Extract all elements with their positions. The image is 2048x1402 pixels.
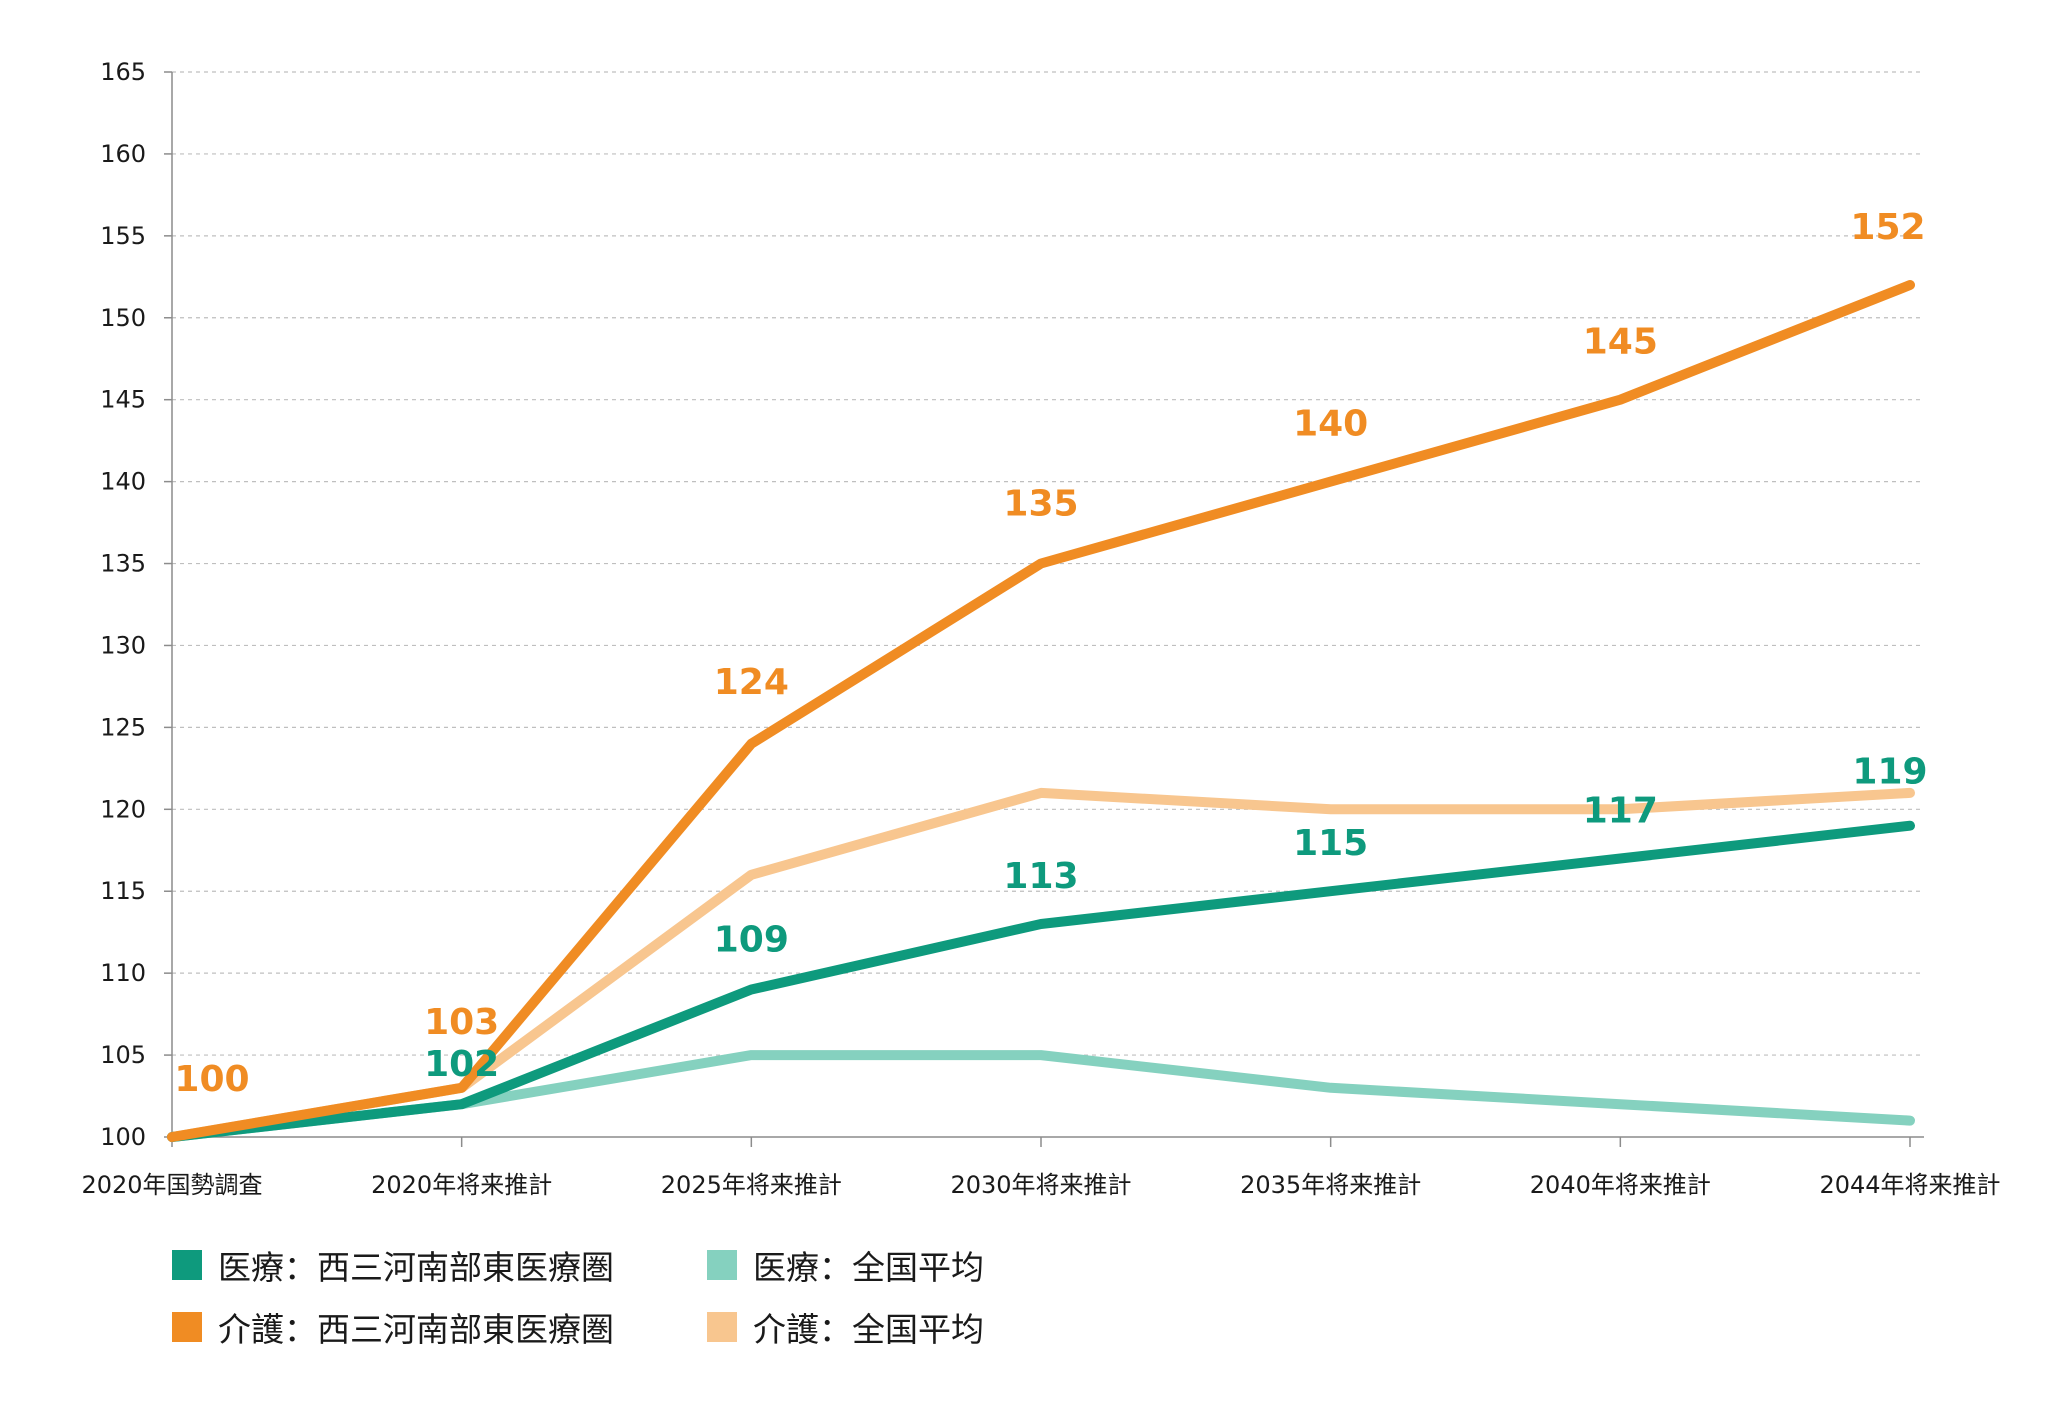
x-tick-label: 2044年将来推計	[1819, 1171, 2000, 1199]
y-tick-label: 120	[100, 795, 146, 823]
data-label: 124	[714, 662, 789, 703]
data-label: 109	[714, 920, 789, 961]
data-label: 145	[1583, 322, 1658, 363]
data-label: 152	[1850, 207, 1925, 248]
legend: 医療：西三河南部東医療圏 医療：全国平均介護：西三河南部東医療圏 介護：全国平均	[172, 1245, 1007, 1349]
y-tick-labels: 100 105 110 115 120 125 130 135 140 145 150 155 160 1…	[100, 58, 146, 1151]
data-label: 100	[174, 1059, 249, 1100]
y-tick-label: 100	[100, 1123, 146, 1151]
x-tick-labels: 2020年国勢調査 2020年将来推計 2025年将来推計 2030年将来推計 2035…	[81, 1171, 2000, 1199]
y-tick-label: 135	[100, 550, 146, 578]
x-tick-label: 2035年将来推計	[1240, 1171, 1421, 1199]
x-tick-label: 2040年将来推計	[1530, 1171, 1711, 1199]
x-tick-label: 2020年将来推計	[371, 1171, 552, 1199]
legend-swatch	[707, 1312, 737, 1342]
data-label: 113	[1003, 856, 1078, 897]
y-tick-label: 140	[100, 468, 146, 496]
legend-item: 医療：全国平均	[707, 1245, 1007, 1287]
legend-item: 介護：全国平均	[707, 1307, 1007, 1349]
legend-label: 介護：全国平均	[753, 1310, 984, 1349]
y-tick-label: 105	[100, 1041, 146, 1069]
series-line-0	[167, 820, 1915, 1142]
data-label: 103	[424, 1002, 499, 1043]
legend-swatch	[172, 1312, 202, 1342]
y-tick-label: 155	[100, 222, 146, 250]
x-tick-label: 2020年国勢調査	[81, 1171, 262, 1199]
y-tick-label: 125	[100, 713, 146, 741]
data-label: 117	[1583, 790, 1658, 831]
legend-label: 医療：全国平均	[753, 1248, 984, 1287]
data-label: 135	[1003, 484, 1078, 525]
y-tick-label: 160	[100, 140, 146, 168]
series-line-3	[167, 787, 1915, 1142]
y-tick-label: 145	[100, 386, 146, 414]
y-tick-label: 110	[100, 959, 146, 987]
y-tick-label: 115	[100, 877, 146, 905]
data-label: 102	[424, 1044, 499, 1085]
series-line-2	[167, 280, 1915, 1142]
data-labels: 102 109 113 115 117 119 100 103 124 135 140 145 152	[174, 207, 1927, 1100]
axes	[164, 71, 1924, 1147]
data-label: 140	[1293, 404, 1368, 445]
x-tick-label: 2030年将来推計	[950, 1171, 1131, 1199]
y-tick-label: 165	[100, 58, 146, 86]
y-tick-label: 150	[100, 304, 146, 332]
y-tick-label: 130	[100, 631, 146, 659]
legend-label: 医療：西三河南部東医療圏	[218, 1248, 614, 1287]
series-lines	[167, 280, 1915, 1142]
legend-item: 介護：西三河南部東医療圏	[172, 1307, 707, 1349]
x-tick-label: 2025年将来推計	[661, 1171, 842, 1199]
legend-label: 介護：西三河南部東医療圏	[218, 1310, 614, 1349]
data-label: 115	[1293, 823, 1368, 864]
legend-swatch	[707, 1250, 737, 1280]
data-label: 119	[1852, 752, 1927, 793]
legend-swatch	[172, 1250, 202, 1280]
legend-item: 医療：西三河南部東医療圏	[172, 1245, 707, 1287]
